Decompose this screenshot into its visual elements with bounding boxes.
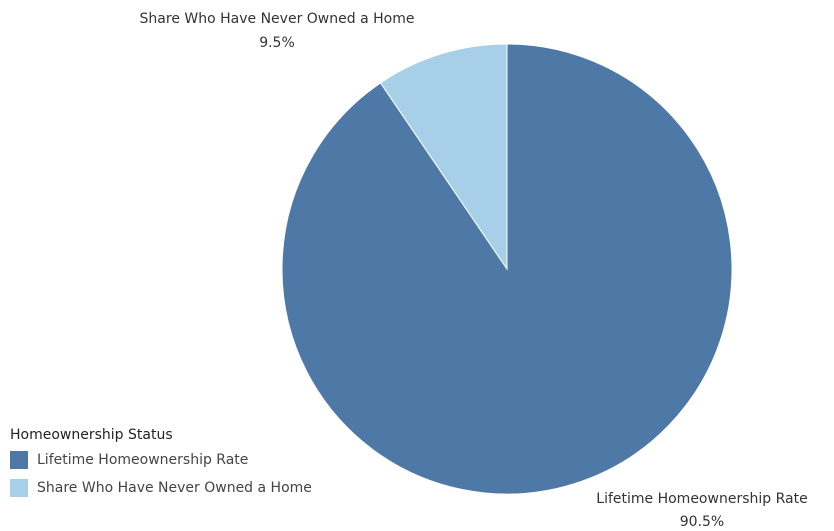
pie-slice-share-who-have-never-owned-a-home[interactable] [379,43,508,271]
legend-label: Lifetime Homeownership Rate [37,451,249,468]
slice-label-lifetime-homeownership-rate: Lifetime Homeownership Rate [596,491,807,507]
slice-label-share-who-have-never-owned-a-home: Share Who Have Never Owned a Home [140,11,415,27]
slice-value-label-share-who-have-never-owned-a-home: 9.5% [259,35,295,51]
legend-title: Homeownership Status [10,427,173,443]
pie-labels: Lifetime Homeownership Rate 90.5% Share Wh… [140,11,808,530]
slice-value-label-lifetime-homeownership-rate: 90.5% [680,514,724,530]
legend: Homeownership Status Lifetime Homeowners… [10,427,312,505]
legend-item-never-owned-home[interactable]: Share Who Have Never Owned a Home [10,477,312,498]
legend-swatch-never-owned-home [10,478,28,497]
pie-slices [281,43,733,495]
legend-swatch-lifetime-homeownership-rate [10,450,28,469]
legend-item-lifetime-homeownership-rate[interactable]: Lifetime Homeownership Rate [10,449,312,470]
legend-label: Share Who Have Never Owned a Home [37,479,312,496]
